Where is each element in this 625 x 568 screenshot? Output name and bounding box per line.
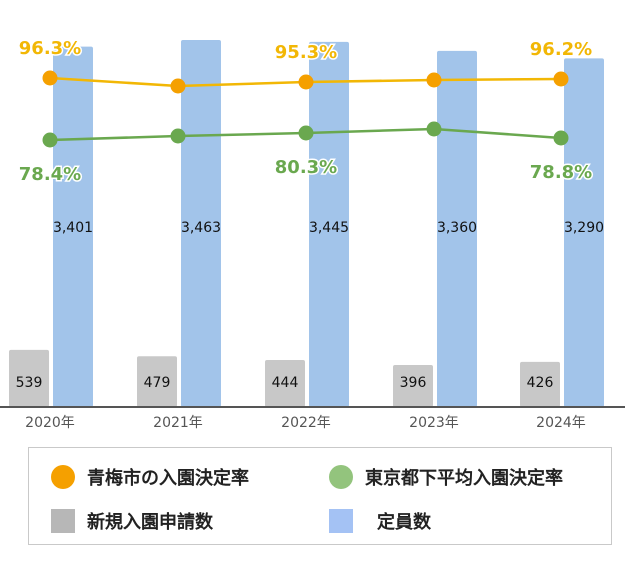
applications-value-label: 426 bbox=[527, 375, 554, 391]
applications-value-label: 479 bbox=[144, 375, 171, 391]
ome-rate-point bbox=[298, 74, 314, 90]
applications-value-label: 396 bbox=[400, 375, 427, 391]
legend-applications-square-icon bbox=[51, 509, 75, 533]
x-tick-label: 2021年 bbox=[153, 415, 203, 431]
applications-bar bbox=[520, 361, 560, 407]
tokyo-rate-point bbox=[298, 125, 314, 141]
ome-rate-point bbox=[426, 72, 442, 88]
tokyo-rate-data-label: 80.3% bbox=[275, 157, 337, 178]
legend-ome-rate-dot-icon bbox=[51, 465, 75, 489]
x-tick-label: 2020年 bbox=[25, 415, 75, 431]
applications-bar bbox=[265, 359, 305, 407]
capacity-bar bbox=[181, 40, 221, 407]
x-tick-label: 2023年 bbox=[409, 415, 459, 431]
capacity-bar bbox=[53, 46, 93, 407]
capacity-value-label: 3,463 bbox=[181, 220, 221, 236]
ome-rate-data-label: 96.2% bbox=[530, 39, 592, 60]
x-tick-label: 2024年 bbox=[536, 415, 586, 431]
legend-capacity-square-icon bbox=[329, 509, 353, 533]
capacity-value-label: 3,360 bbox=[437, 220, 477, 236]
tokyo-rate-data-label: 78.4% bbox=[19, 164, 81, 185]
legend-ome-rate-label: 青梅市の入園決定率 bbox=[87, 468, 249, 489]
capacity-value-label: 3,290 bbox=[564, 220, 604, 236]
applications-value-label: 539 bbox=[16, 375, 43, 391]
capacity-value-label: 3,445 bbox=[309, 220, 349, 236]
tokyo-rate-data-label: 78.8% bbox=[530, 162, 592, 183]
legend-item-applications: 新規入園申請数 bbox=[51, 508, 213, 534]
ome-rate-point bbox=[170, 78, 186, 94]
applications-bar bbox=[137, 356, 177, 407]
legend: 青梅市の入園決定率 東京都下平均入園決定率 新規入園申請数 定員数 bbox=[28, 447, 612, 545]
applications-bar bbox=[393, 365, 433, 407]
legend-tokyo-rate-label: 東京都下平均入園決定率 bbox=[365, 468, 563, 489]
legend-applications-label: 新規入園申請数 bbox=[87, 512, 213, 533]
x-tick-label: 2022年 bbox=[281, 415, 331, 431]
applications-value-label: 444 bbox=[272, 375, 299, 391]
tokyo-rate-point bbox=[42, 132, 58, 148]
ome-rate-point bbox=[553, 71, 569, 87]
legend-capacity-label: 定員数 bbox=[377, 512, 431, 533]
capacity-value-label: 3,401 bbox=[53, 220, 93, 236]
ome-rate-data-label: 95.3% bbox=[275, 42, 337, 63]
tokyo-rate-point bbox=[426, 121, 442, 137]
capacity-bar bbox=[437, 50, 477, 407]
tokyo-rate-point bbox=[170, 128, 186, 144]
capacity-bar bbox=[564, 58, 604, 407]
legend-item-capacity: 定員数 bbox=[329, 508, 431, 534]
ome-rate-point bbox=[42, 70, 58, 86]
ome-rate-data-label: 96.3% bbox=[19, 38, 81, 59]
legend-item-tokyo-rate: 東京都下平均入園決定率 bbox=[329, 464, 563, 490]
tokyo-rate-point bbox=[553, 130, 569, 146]
applications-bar bbox=[9, 349, 49, 407]
chart: 3,401 539 2020年 3,463 479 2021年 3,445 444 2022年 3… bbox=[0, 37, 625, 431]
legend-tokyo-rate-dot-icon bbox=[329, 465, 353, 489]
legend-item-ome-rate: 青梅市の入園決定率 bbox=[51, 464, 249, 490]
